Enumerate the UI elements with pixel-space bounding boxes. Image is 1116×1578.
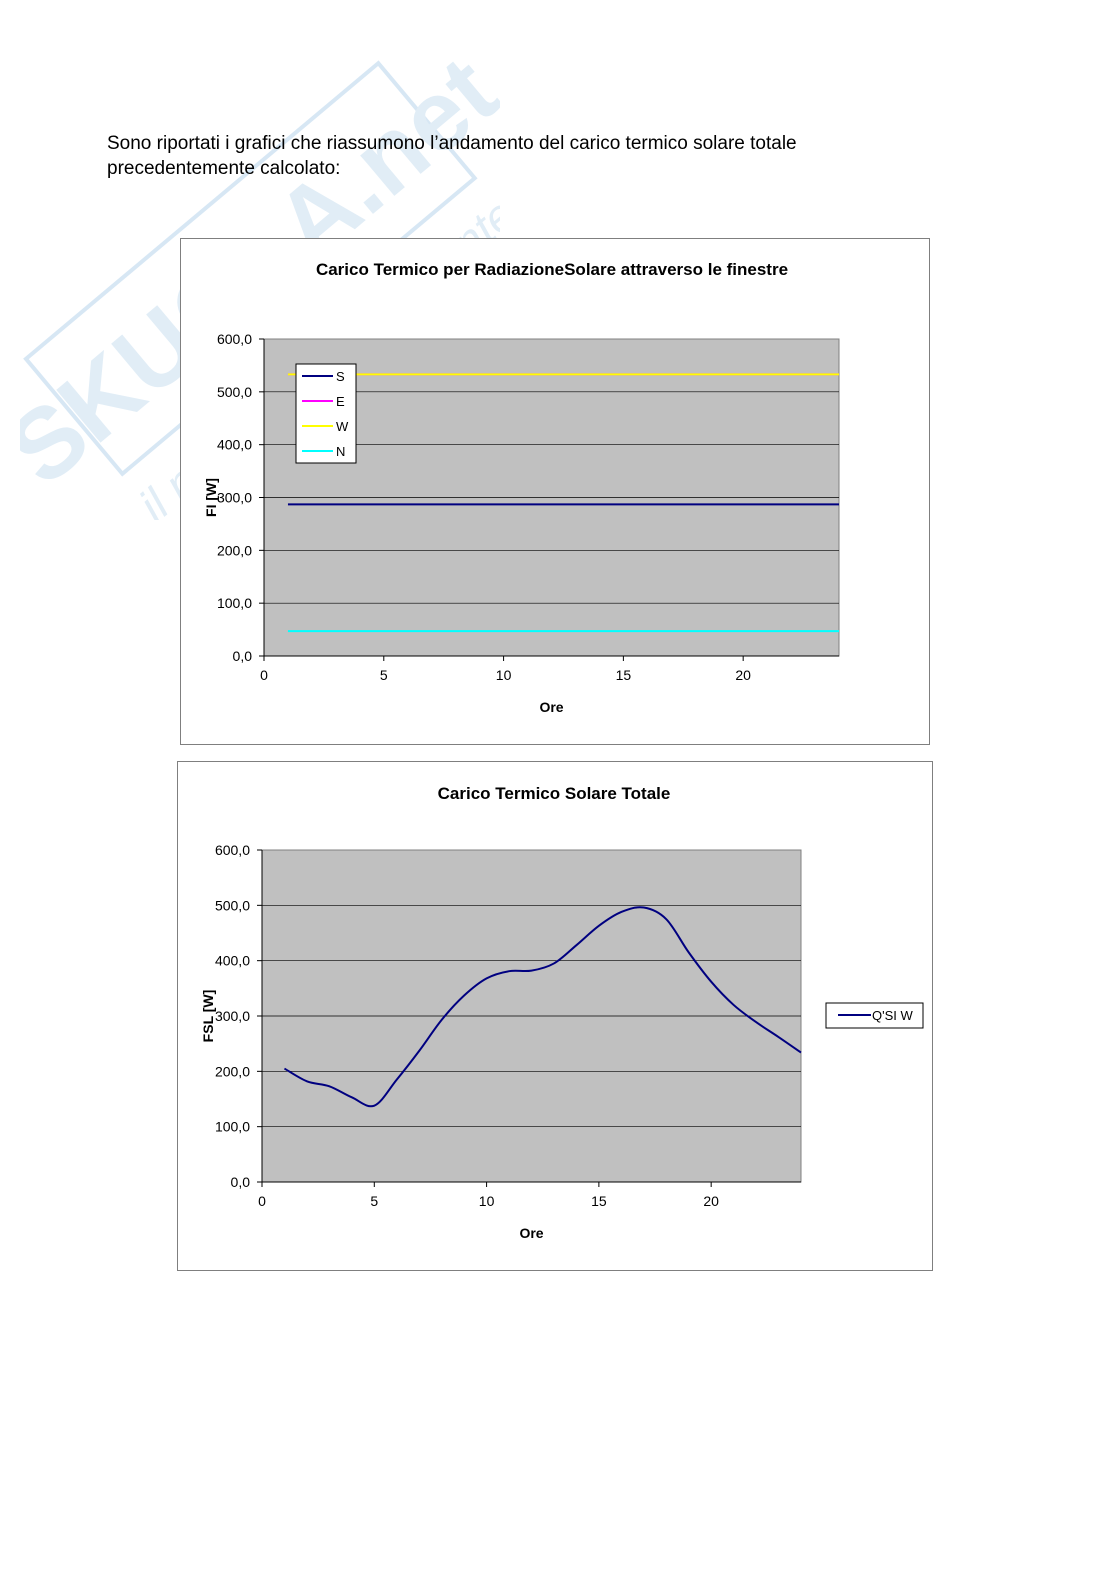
x-tick-label: 10 — [479, 1193, 495, 1209]
chart-windows-radiation-svg: Carico Termico per RadiazioneSolare attr… — [203, 260, 840, 715]
legend-label-n: N — [336, 444, 345, 459]
x-tick-label: 15 — [591, 1193, 607, 1209]
x-tick-label: 20 — [735, 667, 751, 683]
y-tick-label: 400,0 — [217, 437, 252, 453]
legend-label-s: S — [336, 369, 345, 384]
y-tick-label: 200,0 — [217, 542, 252, 558]
x-axis-label: Ore — [519, 1225, 543, 1241]
y-tick-label: 500,0 — [215, 897, 250, 913]
legend-label-total: Q'SI W — [872, 1008, 913, 1023]
y-tick-label: 0,0 — [233, 648, 253, 664]
y-axis-label: FSL [W] — [200, 990, 216, 1043]
series-line-q-si-w — [283, 906, 802, 1108]
y-tick-label: 300,0 — [215, 1008, 250, 1024]
chart-total-solar-load: Carico Termico Solare Totale 0,0 100,0 200,… — [177, 761, 933, 1271]
chart-title: Carico Termico per RadiazioneSolare attr… — [316, 260, 788, 279]
y-tick-label: 100,0 — [215, 1119, 250, 1135]
legend-label-e: E — [336, 394, 345, 409]
legend-box — [295, 363, 357, 464]
x-tick-label: 10 — [496, 667, 512, 683]
legend: Q'SI W — [825, 1002, 924, 1029]
y-axis-label: FI [W] — [203, 478, 219, 517]
y-tick-label: 600,0 — [215, 842, 250, 858]
chart-total-solar-load-svg: Carico Termico Solare Totale 0,0 100,0 200,… — [200, 784, 924, 1241]
intro-line-1: Sono riportati i grafici che riassumono … — [107, 133, 797, 154]
y-tick-label: 600,0 — [217, 331, 252, 347]
x-tick-label: 5 — [380, 667, 388, 683]
chart-windows-radiation: Carico Termico per RadiazioneSolare attr… — [180, 238, 930, 745]
x-tick-label: 20 — [703, 1193, 719, 1209]
chart-title: Carico Termico Solare Totale — [438, 784, 671, 803]
y-tick-label: 400,0 — [215, 953, 250, 969]
x-axis-label: Ore — [539, 699, 563, 715]
y-tick-label: 100,0 — [217, 595, 252, 611]
x-tick-label: 5 — [370, 1193, 378, 1209]
y-tick-label: 0,0 — [231, 1174, 251, 1190]
legend-label-w: W — [336, 419, 349, 434]
y-tick-label: 300,0 — [217, 490, 252, 506]
x-tick-label: 0 — [260, 667, 268, 683]
y-tick-label: 200,0 — [215, 1063, 250, 1079]
y-tick-label: 500,0 — [217, 384, 252, 400]
intro-text: Sono riportati i grafici che riassumono … — [107, 131, 907, 181]
x-tick-label: 0 — [258, 1193, 266, 1209]
intro-line-2: precedentemente calcolato: — [107, 158, 341, 179]
x-tick-label: 15 — [616, 667, 632, 683]
